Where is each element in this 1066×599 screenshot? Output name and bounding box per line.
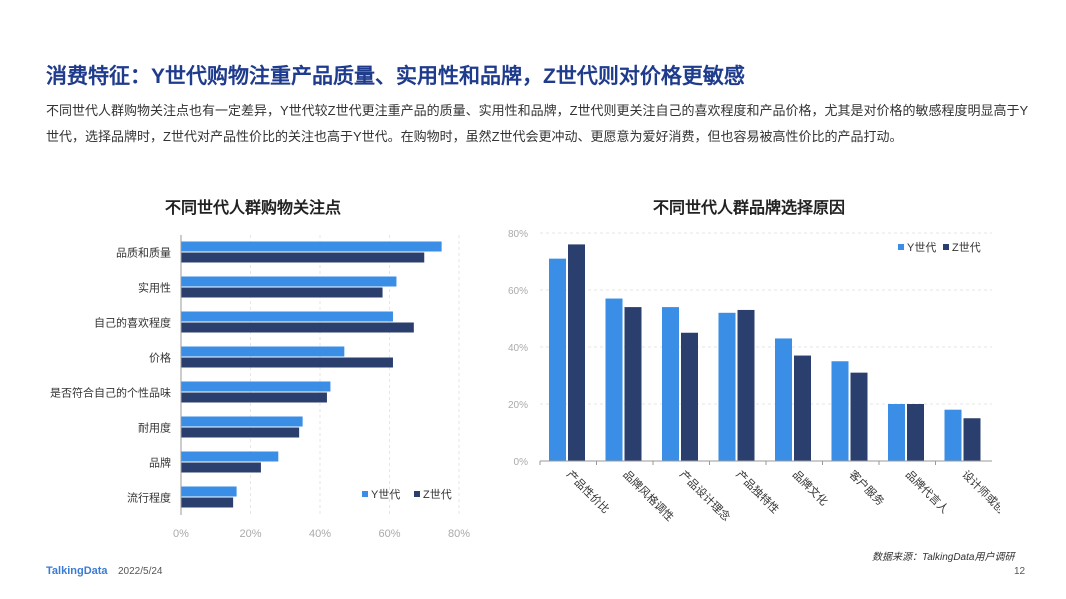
chart1-xtick-label: 40% <box>309 528 331 540</box>
chart2-category-label: 品牌文化 <box>790 467 831 508</box>
chart2-legend-label: Z世代 <box>952 241 981 254</box>
chart1-bar <box>181 252 425 263</box>
chart2-ytick-label: 80% <box>508 229 528 240</box>
chart2-category-label: 产品设计理念 <box>677 467 734 524</box>
chart1-bar <box>181 486 237 497</box>
chart1-xtick-label: 20% <box>239 528 261 540</box>
page-description: 不同世代人群购物关注点也有一定差异，Y世代较Z世代更注重产品的质量、实用性和品牌… <box>46 103 1029 144</box>
page-title: 消费特征：Y世代购物注重产品质量、实用性和品牌，Z世代则对价格更敏感 <box>46 65 745 88</box>
chart2-bar <box>831 361 849 461</box>
chart1-svg: 0% 20% 40% 60% 80% 品质和质量实用性自己的喜欢程度价格是否符合自己的个性… <box>50 235 470 540</box>
chart1-bar <box>181 311 393 322</box>
chart2-title: 不同世代人群品牌选择原因 <box>653 200 846 217</box>
chart1-legend-label: Z世代 <box>423 488 452 501</box>
chart2-ytick-label: 20% <box>508 400 528 411</box>
chart1-xtick-label: 80% <box>448 528 470 540</box>
chart2-category-label: 产品独特性 <box>733 467 782 516</box>
chart2-bar <box>775 338 792 461</box>
chart1-bar <box>181 427 300 438</box>
chart1-category-label: 价格 <box>149 351 171 365</box>
chart2-bar <box>737 309 755 461</box>
chart2-category-label: 客户服务 <box>846 467 887 508</box>
chart2-ytick-label: 0% <box>514 457 529 468</box>
chart1-title: 不同世代人群购物关注点 <box>165 200 342 217</box>
chart1-bar <box>181 322 414 333</box>
chart1-category-label: 自己的喜欢程度 <box>94 316 171 330</box>
chart2-category-label: 品牌代言人 <box>903 467 952 516</box>
page-number: 12 <box>1014 566 1026 577</box>
data-source: 数据来源：TalkingData用户调研 <box>872 552 1015 563</box>
chart1-category-label: 品质和质量 <box>116 247 171 260</box>
chart1-legend-swatch <box>362 491 368 497</box>
chart2-ytick-label: 60% <box>508 286 528 297</box>
chart1-category-label: 是否符合自己的个性品味 <box>50 386 171 400</box>
footer-date: 2022/5/24 <box>118 566 163 577</box>
chart2-legend-label: Y世代 <box>907 241 936 254</box>
chart2-bar <box>624 307 642 461</box>
chart2-bar <box>963 418 981 461</box>
chart2-bar <box>907 404 924 461</box>
chart2-legend-swatch <box>943 244 949 250</box>
chart2-bar <box>794 355 811 461</box>
chart2-bar <box>944 409 962 461</box>
chart1-category-label: 流行程度 <box>127 491 171 505</box>
chart2-category-label: 产品性价比 <box>564 467 613 516</box>
chart1-xtick-label: 0% <box>173 528 189 540</box>
chart1-bar <box>181 497 234 508</box>
chart2-bar <box>549 258 566 461</box>
chart1-bar <box>181 346 345 357</box>
chart1-bar <box>181 276 397 287</box>
chart2-category-label: 设计师或创始人 <box>959 467 1000 531</box>
chart2-bar <box>568 244 585 461</box>
chart1-bar <box>181 287 383 298</box>
chart2-ytick-label: 40% <box>508 343 528 354</box>
chart1-category-label: 实用性 <box>138 281 171 295</box>
chart1-bar <box>181 451 279 462</box>
chart2-bar <box>662 307 679 461</box>
chart1-legend-label: Y世代 <box>371 488 400 501</box>
chart1-category-label: 耐用度 <box>138 421 171 435</box>
chart1-xtick-label: 60% <box>378 528 400 540</box>
chart2-legend-swatch <box>898 244 904 250</box>
chart2-bar <box>888 404 905 461</box>
chart1-legend-swatch <box>414 491 420 497</box>
chart2-bar <box>681 332 698 461</box>
chart1-category-label: 品牌 <box>149 456 171 470</box>
chart2-svg: 0% 20% 40% 60% 80% 产品性价比 品牌风格调性 产品设计理念 产品独特性 品牌文化… <box>508 229 1000 532</box>
chart1-bar <box>181 381 331 392</box>
chart2-bar <box>605 298 623 461</box>
chart2-category-label: 品牌风格调性 <box>620 467 677 524</box>
chart1-bar <box>181 357 393 368</box>
chart2-bar <box>718 312 736 461</box>
chart2-bar <box>850 372 868 461</box>
chart1-bar <box>181 241 442 252</box>
chart1-bar <box>181 462 261 473</box>
chart1-bar <box>181 416 303 427</box>
talkingdata-logo: TalkingData <box>46 565 108 577</box>
chart1-bar <box>181 392 327 403</box>
